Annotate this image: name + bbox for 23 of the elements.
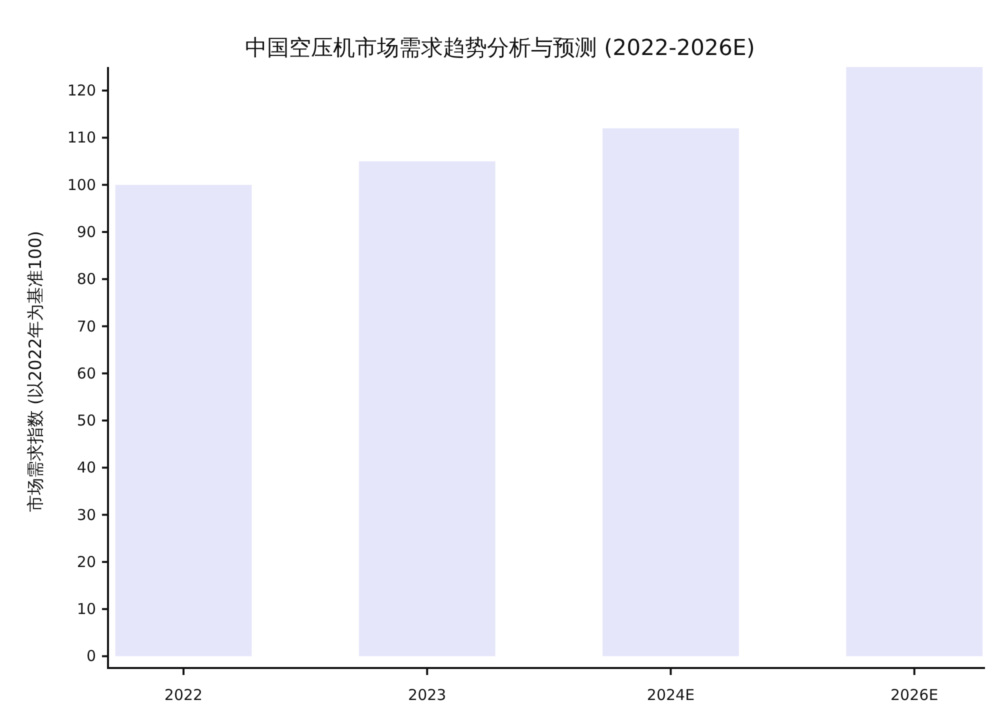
bar: [115, 184, 252, 656]
y-tick-label: 0: [86, 647, 96, 666]
y-tick-label: 60: [76, 364, 96, 382]
bar: [602, 128, 739, 656]
chart-title: 中国空压机市场需求趋势分析与预测 (2022-2026E): [245, 36, 755, 61]
bar: [846, 67, 983, 656]
y-tick-label: 30: [76, 506, 96, 524]
x-tick-label: 2024E: [646, 686, 695, 704]
y-tick-label: 80: [76, 270, 96, 288]
y-tick-label: 20: [76, 552, 96, 571]
y-tick-label: 70: [76, 317, 96, 336]
x-tick-label: 2023: [408, 686, 446, 704]
y-tick-label: 40: [76, 458, 96, 477]
y-tick-label: 90: [76, 222, 96, 241]
y-axis-title: 市场需求指数 (以2022年为基准100): [26, 230, 46, 512]
y-tick-label: 110: [67, 128, 96, 147]
x-tick-label: 2022: [164, 686, 203, 704]
y-tick-label: 120: [67, 82, 96, 100]
y-tick-label: 10: [76, 600, 96, 618]
x-tick-label: 2026E: [890, 686, 938, 704]
y-tick-label: 50: [76, 412, 96, 430]
bar: [358, 161, 496, 656]
y-tick-label: 100: [67, 176, 96, 194]
